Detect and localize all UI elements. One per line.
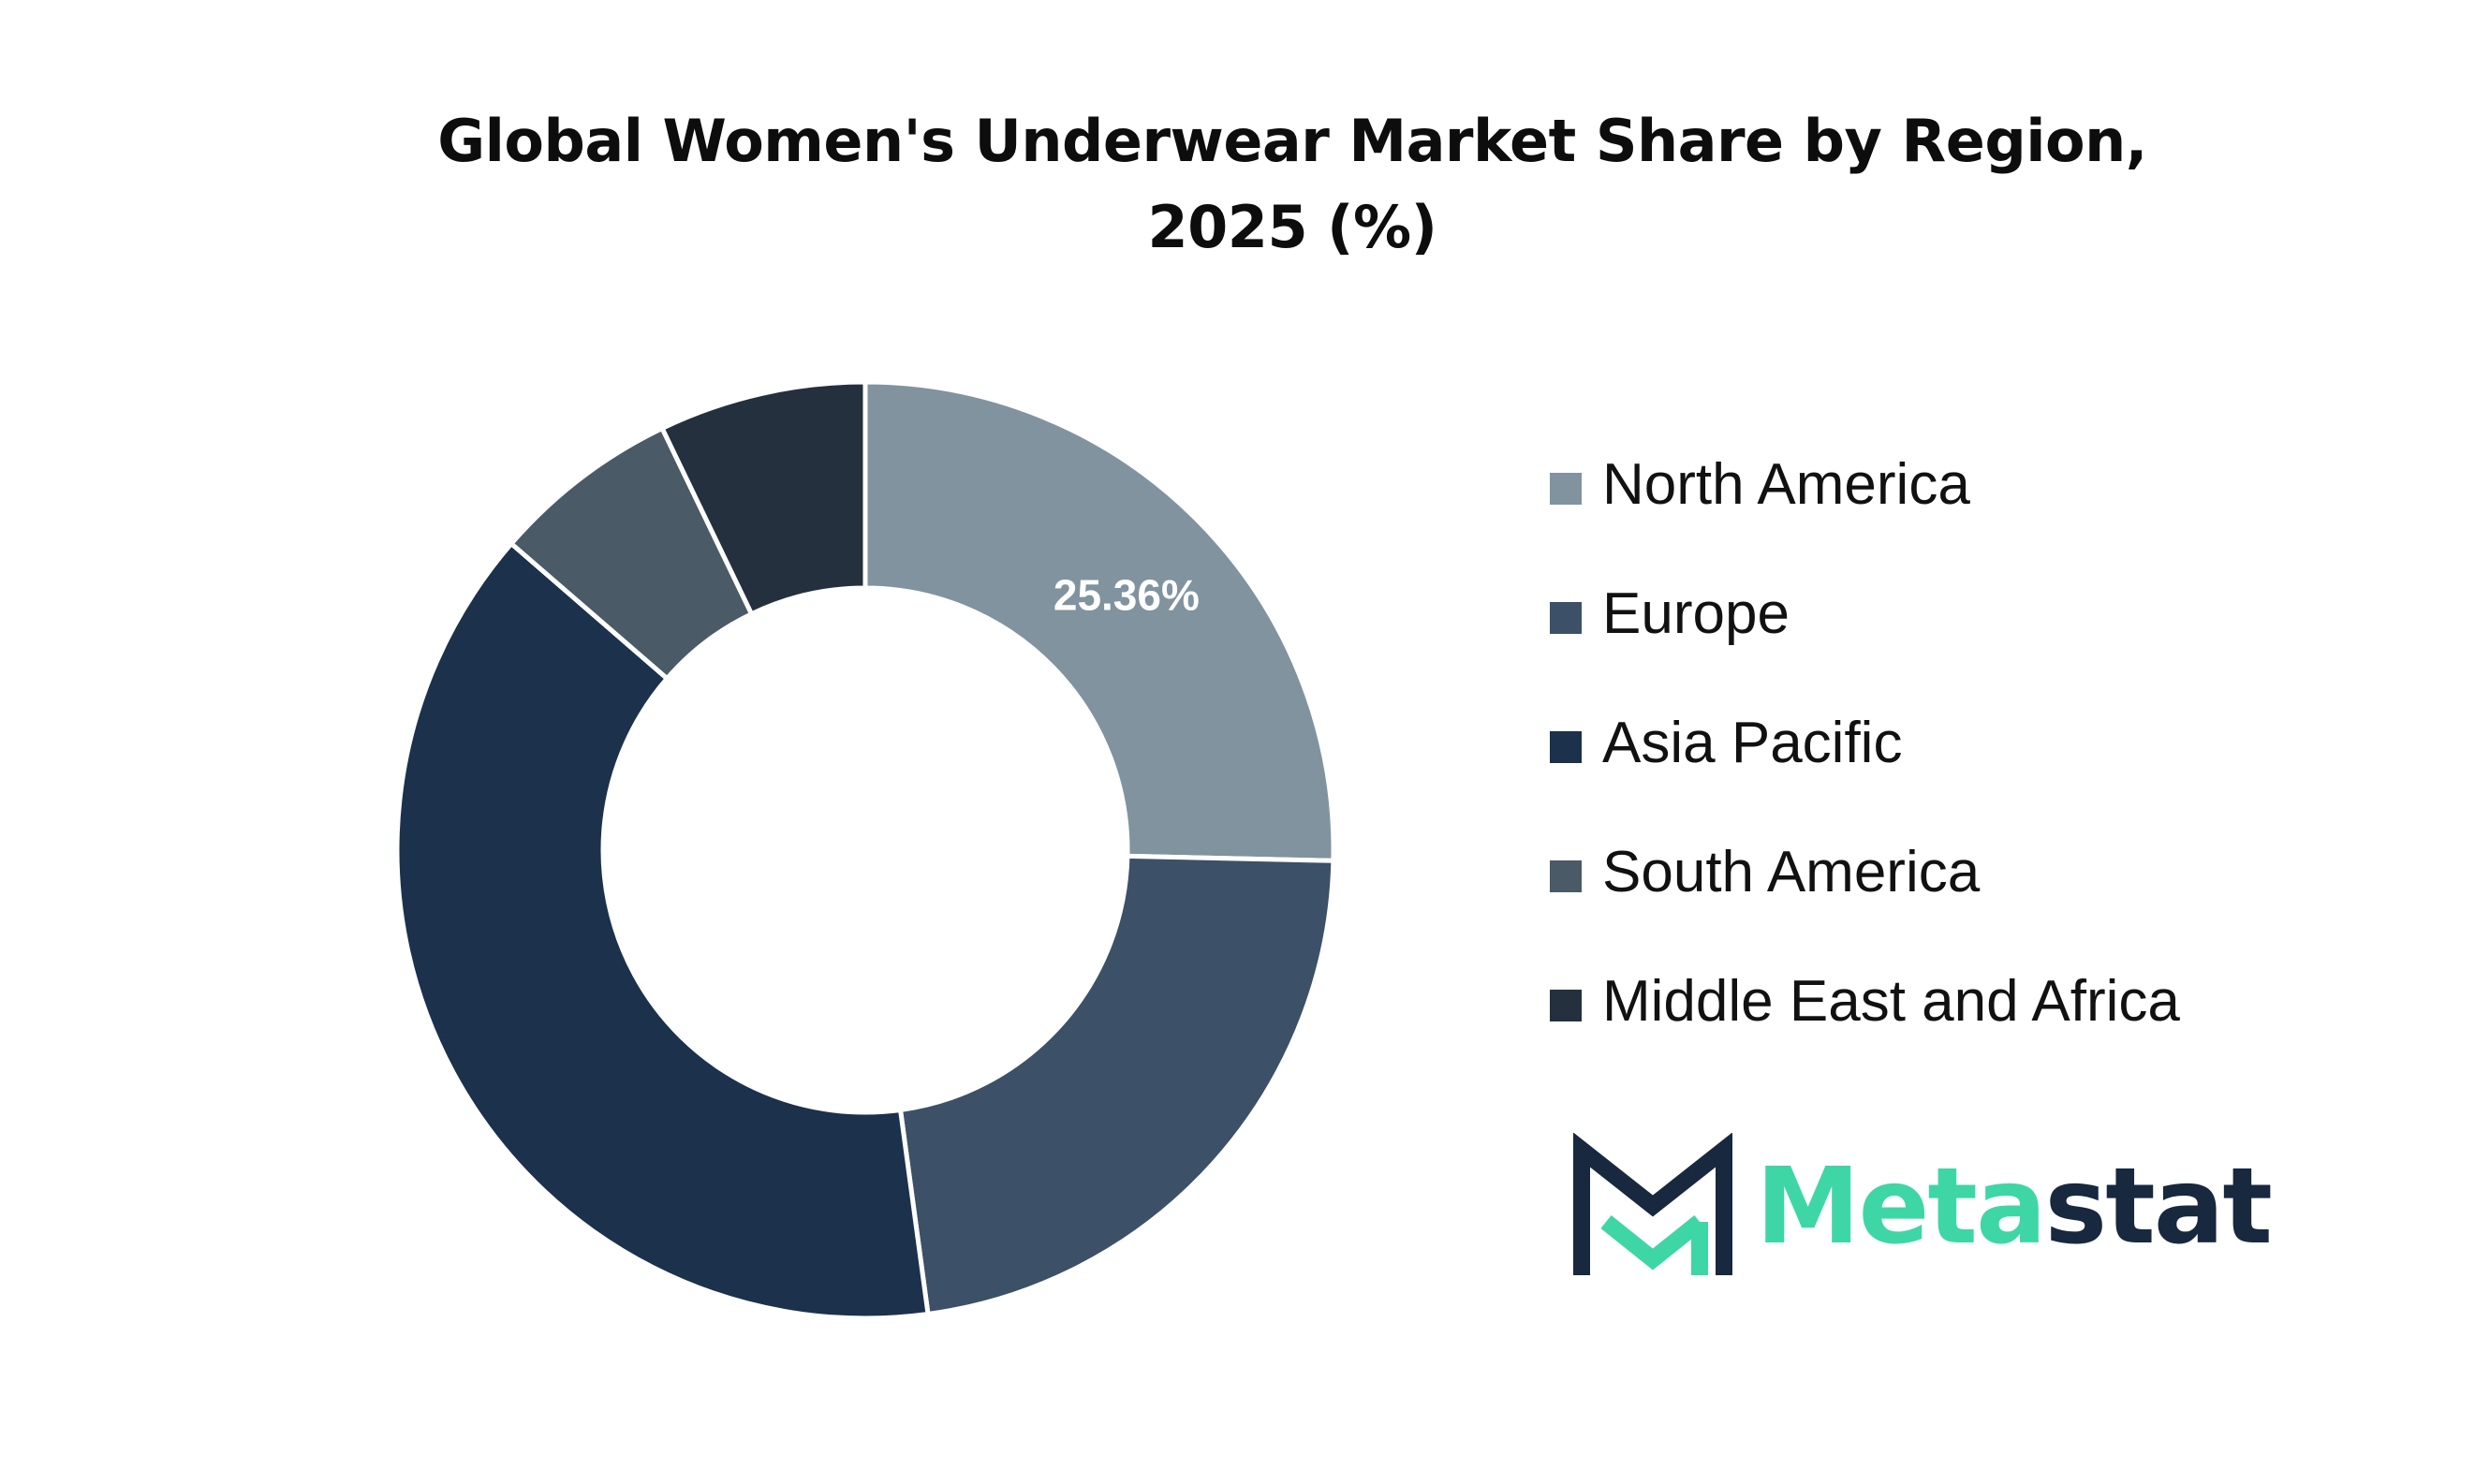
chart-title-line-2: 2025 (%) — [1147, 193, 1437, 261]
legend-item-asia-pacific[interactable]: Asia Pacific — [1550, 703, 2393, 832]
legend-item-south-america[interactable]: South America — [1550, 832, 2393, 962]
chart-title-line-1: Global Women's Underwear Market Share by… — [437, 107, 2147, 175]
legend-swatch-north-america — [1550, 473, 1582, 505]
legend-label-europe: Europe — [1602, 581, 1790, 646]
metastat-logo: Metastat — [1569, 1133, 2280, 1283]
logo-text-stat: stat — [2044, 1146, 2273, 1268]
legend-label-asia-pacific: Asia Pacific — [1602, 711, 1903, 775]
data-label-north-america: 25.36% — [1053, 570, 1200, 619]
legend-label-middle-east-and-africa: Middle East and Africa — [1602, 969, 2180, 1034]
legend-label-south-america: South America — [1602, 840, 1981, 904]
legend-swatch-asia-pacific — [1550, 731, 1582, 763]
legend-swatch-middle-east-and-africa — [1550, 990, 1582, 1021]
donut-slice-north-america[interactable] — [862, 379, 1336, 863]
legend-swatch-europe — [1550, 602, 1582, 634]
chart-legend: North America Europe Asia Pacific South … — [1550, 445, 2393, 1091]
legend-item-north-america[interactable]: North America — [1550, 445, 2393, 574]
metastat-logo-mark-icon — [1573, 1133, 1732, 1275]
legend-item-middle-east-and-africa[interactable]: Middle East and Africa — [1550, 962, 2393, 1091]
logo-text-meta: Meta — [1756, 1146, 2047, 1268]
donut-slice-middle-east-and-africa[interactable] — [658, 379, 868, 618]
chart-title: Global Women's Underwear Market Share by… — [281, 98, 2304, 271]
donut-slice-asia-pacific[interactable] — [394, 540, 931, 1321]
legend-swatch-south-america — [1550, 860, 1582, 892]
metastat-logo-wordmark: Metastat — [1756, 1146, 2273, 1268]
legend-label-north-america: North America — [1602, 452, 1970, 517]
donut-slice-europe[interactable] — [897, 853, 1336, 1317]
legend-item-europe[interactable]: Europe — [1550, 574, 2393, 703]
